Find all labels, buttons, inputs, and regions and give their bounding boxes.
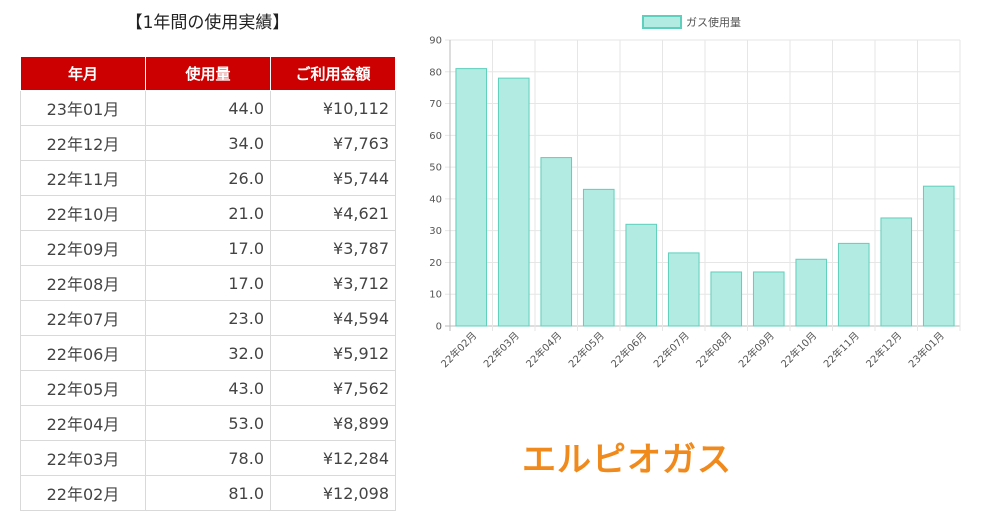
header-month: 年月 <box>20 56 146 91</box>
x-tick-label: 22年09月 <box>736 329 777 370</box>
chart-legend: ガス使用量 <box>642 15 741 29</box>
cell-usage: 34.0 <box>145 125 271 161</box>
cell-usage: 32.0 <box>145 335 271 371</box>
cell-usage: 17.0 <box>145 230 271 266</box>
table-row: 22年07月 23.0 ¥4,594 <box>20 300 396 336</box>
bar-22年12月 <box>880 217 913 327</box>
y-tick-label: 0 <box>436 322 442 333</box>
table-row: 22年05月 43.0 ¥7,562 <box>20 370 396 406</box>
cell-month: 22年09月 <box>20 230 146 266</box>
x-tick-label: 22年04月 <box>523 329 564 370</box>
y-tick-label: 30 <box>429 226 442 237</box>
header-amount: ご利用金額 <box>270 56 396 91</box>
cell-month: 22年11月 <box>20 160 146 196</box>
y-tick-label: 60 <box>429 131 442 142</box>
cell-amount: ¥7,562 <box>270 370 396 406</box>
cell-amount: ¥10,112 <box>270 90 396 126</box>
y-tick-label: 70 <box>429 99 442 110</box>
cell-amount: ¥12,284 <box>270 440 396 476</box>
bar-22年07月 <box>667 252 700 327</box>
cell-month: 22年12月 <box>20 125 146 161</box>
header-usage: 使用量 <box>145 56 271 91</box>
cell-amount: ¥4,621 <box>270 195 396 231</box>
table-row: 22年12月 34.0 ¥7,763 <box>20 125 396 161</box>
legend-swatch <box>642 15 682 29</box>
y-tick-label: 40 <box>429 194 442 205</box>
bar-22年09月 <box>752 271 785 327</box>
table-row: 22年10月 21.0 ¥4,621 <box>20 195 396 231</box>
chart-bars <box>455 68 955 327</box>
cell-month: 22年05月 <box>20 370 146 406</box>
chart-x-axis: 22年02月 22年03月 22年04月 22年05月 22年06月 22年07月 22年0… <box>438 329 947 370</box>
x-tick-label: 22年05月 <box>566 329 607 370</box>
bar-22年10月 <box>795 258 828 327</box>
cell-amount: ¥3,712 <box>270 265 396 301</box>
cell-amount: ¥5,744 <box>270 160 396 196</box>
table-row: 22年11月 26.0 ¥5,744 <box>20 160 396 196</box>
bar-22年08月 <box>710 271 743 327</box>
cell-amount: ¥8,899 <box>270 405 396 441</box>
bar-22年02月 <box>455 68 488 327</box>
y-tick-label: 80 <box>429 67 442 78</box>
bar-22年06月 <box>625 223 658 327</box>
cell-amount: ¥3,787 <box>270 230 396 266</box>
x-tick-label: 22年06月 <box>608 329 649 370</box>
cell-month: 22年06月 <box>20 335 146 371</box>
cell-month: 23年01月 <box>20 90 146 126</box>
table-row: 22年03月 78.0 ¥12,284 <box>20 440 396 476</box>
table-row: 22年08月 17.0 ¥3,712 <box>20 265 396 301</box>
cell-usage: 43.0 <box>145 370 271 406</box>
table-row: 22年02月 81.0 ¥12,098 <box>20 475 396 511</box>
cell-usage: 53.0 <box>145 405 271 441</box>
cell-amount: ¥4,594 <box>270 300 396 336</box>
cell-usage: 17.0 <box>145 265 271 301</box>
cell-usage: 21.0 <box>145 195 271 231</box>
table-row: 23年01月 44.0 ¥10,112 <box>20 90 396 126</box>
bar-22年11月 <box>837 242 870 327</box>
x-tick-label: 23年01月 <box>906 329 947 370</box>
bar-23年01月 <box>922 185 955 327</box>
cell-usage: 81.0 <box>145 475 271 511</box>
x-tick-label: 22年03月 <box>481 329 522 370</box>
x-tick-label: 22年02月 <box>438 329 479 370</box>
cell-amount: ¥5,912 <box>270 335 396 371</box>
bar-22年04月 <box>540 157 573 327</box>
x-tick-label: 22年08月 <box>693 329 734 370</box>
cell-usage: 26.0 <box>145 160 271 196</box>
cell-month: 22年08月 <box>20 265 146 301</box>
x-tick-label: 22年10月 <box>778 329 819 370</box>
legend-label: ガス使用量 <box>686 16 741 29</box>
cell-month: 22年07月 <box>20 300 146 336</box>
table-header-row: 年月 使用量 ご利用金額 <box>20 56 396 91</box>
cell-month: 22年02月 <box>20 475 146 511</box>
cell-usage: 44.0 <box>145 90 271 126</box>
cell-usage: 23.0 <box>145 300 271 336</box>
x-tick-label: 22年12月 <box>863 329 904 370</box>
y-tick-label: 20 <box>429 258 442 269</box>
x-tick-label: 22年07月 <box>651 329 692 370</box>
cell-month: 22年10月 <box>20 195 146 231</box>
bar-22年03月 <box>497 77 530 327</box>
table-row: 22年09月 17.0 ¥3,787 <box>20 230 396 266</box>
x-tick-label: 22年11月 <box>821 329 862 370</box>
table-title: 【1年間の使用実績】 <box>125 13 290 33</box>
usage-table: 年月 使用量 ご利用金額 23年01月 44.0 ¥10,112 22年12月 34.… <box>20 56 396 511</box>
cell-amount: ¥12,098 <box>270 475 396 511</box>
cell-usage: 78.0 <box>145 440 271 476</box>
chart-grid <box>445 39 961 331</box>
table-row: 22年06月 32.0 ¥5,912 <box>20 335 396 371</box>
y-tick-label: 10 <box>429 290 442 301</box>
bar-22年05月 <box>582 188 615 327</box>
cell-month: 22年03月 <box>20 440 146 476</box>
table-row: 22年04月 53.0 ¥8,899 <box>20 405 396 441</box>
brand-logo-text: エルピオガス <box>522 440 732 480</box>
cell-month: 22年04月 <box>20 405 146 441</box>
cell-amount: ¥7,763 <box>270 125 396 161</box>
y-tick-label: 50 <box>429 163 442 174</box>
y-tick-label: 90 <box>429 36 442 47</box>
chart-y-axis: 0 10 20 30 40 50 60 70 80 90 <box>429 36 442 333</box>
